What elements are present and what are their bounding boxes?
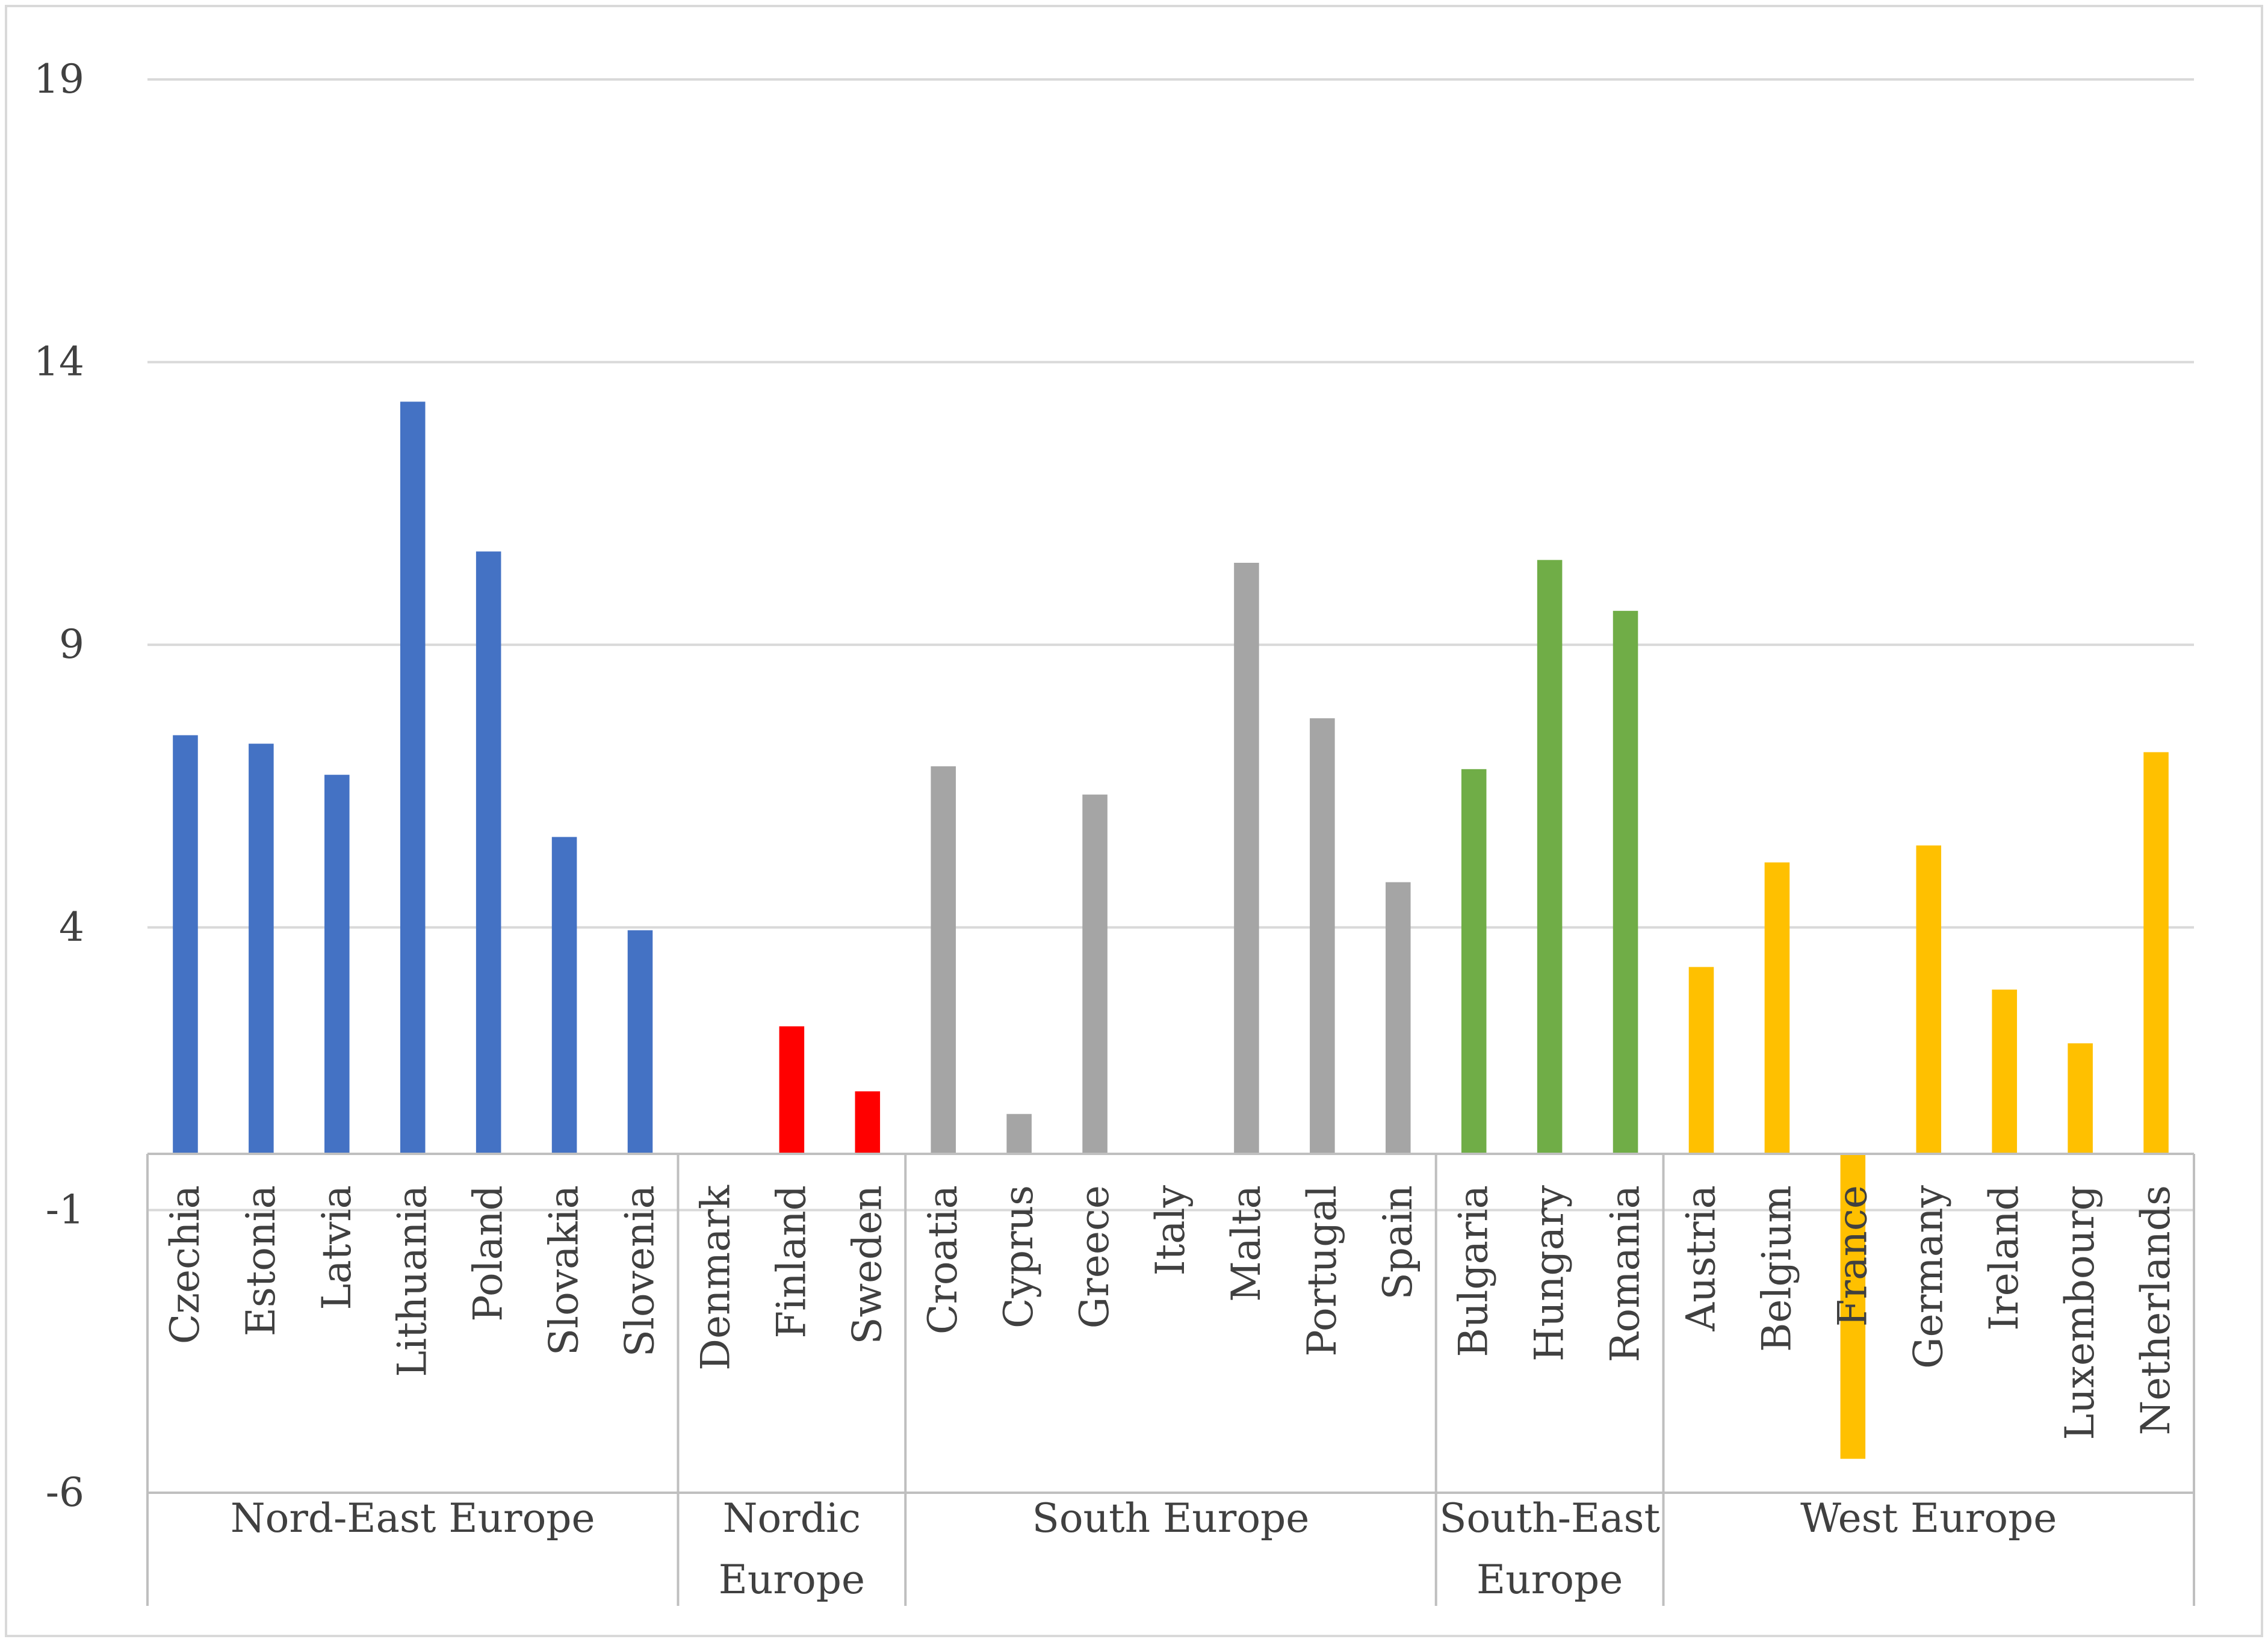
category-label-sweden: Sweden: [844, 1185, 890, 1345]
y-tick-label: 14: [34, 339, 84, 385]
chart-frame: [5, 5, 2263, 1637]
category-label-italy: Italy: [1147, 1185, 1194, 1275]
bar-romania: [1613, 610, 1638, 1154]
category-label-finland: Finland: [768, 1185, 814, 1339]
group-label-south-europe: South Europe: [1032, 1495, 1310, 1541]
group-label-line: Nordic: [723, 1495, 861, 1541]
category-label-portugal: Portugal: [1299, 1185, 1345, 1357]
bar-slovakia: [551, 837, 577, 1154]
group-label-line: Nord-East Europe: [231, 1495, 595, 1541]
category-label-spain: Spain: [1375, 1185, 1421, 1300]
category-label-slovakia: Slovakia: [541, 1185, 587, 1355]
bar-finland: [779, 1026, 805, 1154]
category-label-estonia: Estonia: [238, 1185, 284, 1336]
category-axis: [146, 1153, 2195, 1606]
category-label-netherlands: Netherlands: [2133, 1185, 2179, 1436]
group-label-line: Europe: [719, 1557, 865, 1603]
group-label-line: West Europe: [1800, 1495, 2057, 1541]
bar-hungary: [1537, 560, 1563, 1154]
bar-germany: [1916, 845, 1942, 1154]
category-label-denmark: Denmark: [692, 1185, 739, 1371]
bar-malta: [1234, 563, 1259, 1154]
group-label-line: South Europe: [1032, 1495, 1310, 1541]
category-label-bulgaria: Bulgaria: [1451, 1185, 1497, 1357]
y-tick-label: 9: [59, 621, 84, 668]
group-label-south-east-europe: South-East Europe: [1439, 1495, 1660, 1603]
category-label-romania: Romania: [1602, 1185, 1649, 1362]
bar-netherlands: [2143, 752, 2169, 1154]
bar-czechia: [173, 735, 198, 1154]
category-label-austria: Austria: [1678, 1185, 1724, 1332]
category-label-luxembourg: Luxembourg: [2057, 1185, 2103, 1440]
group-label-line: South-East: [1439, 1495, 1660, 1541]
bar-cyprus: [1006, 1114, 1032, 1154]
category-label-ireland: Ireland: [1981, 1185, 2027, 1331]
bar-lithuania: [400, 401, 426, 1154]
bar-greece: [1082, 795, 1108, 1154]
bar-belgium: [1764, 862, 1790, 1154]
category-label-croatia: Croatia: [920, 1185, 966, 1334]
category-label-cyprus: Cyprus: [996, 1185, 1042, 1328]
category-label-slovenia: Slovenia: [617, 1185, 663, 1357]
category-labels: Czechia Estonia Latvia Lithuania Poland Slova…: [162, 1185, 2179, 1440]
category-label-germany: Germany: [1905, 1185, 1951, 1369]
bars: [173, 401, 2169, 1459]
bar-spain: [1386, 882, 1411, 1154]
group-labels: Nord-East Europe Nordic Europe South Europe…: [231, 1495, 2057, 1603]
bar-austria: [1688, 967, 1714, 1154]
category-label-malta: Malta: [1223, 1185, 1269, 1302]
category-label-latvia: Latvia: [314, 1185, 360, 1310]
bar-luxembourg: [2068, 1043, 2093, 1154]
category-label-france: France: [1829, 1185, 1876, 1327]
y-tick-label: 4: [59, 904, 84, 950]
group-label-line: Europe: [1476, 1557, 1623, 1603]
category-label-hungary: Hungary: [1526, 1185, 1573, 1362]
category-label-czechia: Czechia: [162, 1185, 208, 1344]
category-label-belgium: Belgium: [1753, 1185, 1800, 1352]
bar-portugal: [1310, 718, 1335, 1154]
bar-france: [1840, 1154, 1866, 1459]
bar-poland: [476, 551, 501, 1154]
bar-ireland: [1992, 990, 2017, 1154]
bar-sweden: [855, 1091, 881, 1154]
gridlines: [147, 78, 2194, 1494]
y-axis-ticks: -6 -1 4 9 14 19: [34, 56, 84, 1516]
bar-croatia: [931, 766, 956, 1154]
category-label-poland: Poland: [465, 1185, 512, 1322]
y-tick-label: 19: [34, 56, 84, 102]
y-tick-label: -6: [46, 1469, 84, 1516]
group-label-nord-east-europe: Nord-East Europe: [231, 1495, 595, 1541]
bar-bulgaria: [1461, 769, 1487, 1154]
bar-slovenia: [627, 930, 653, 1154]
group-label-nordic-europe: Nordic Europe: [719, 1495, 865, 1603]
bar-estonia: [249, 743, 274, 1154]
y-tick-label: -1: [46, 1186, 84, 1233]
bar-latvia: [324, 775, 350, 1154]
category-label-greece: Greece: [1071, 1185, 1118, 1328]
category-label-lithuania: Lithuania: [389, 1185, 436, 1377]
group-label-west-europe: West Europe: [1800, 1495, 2057, 1541]
